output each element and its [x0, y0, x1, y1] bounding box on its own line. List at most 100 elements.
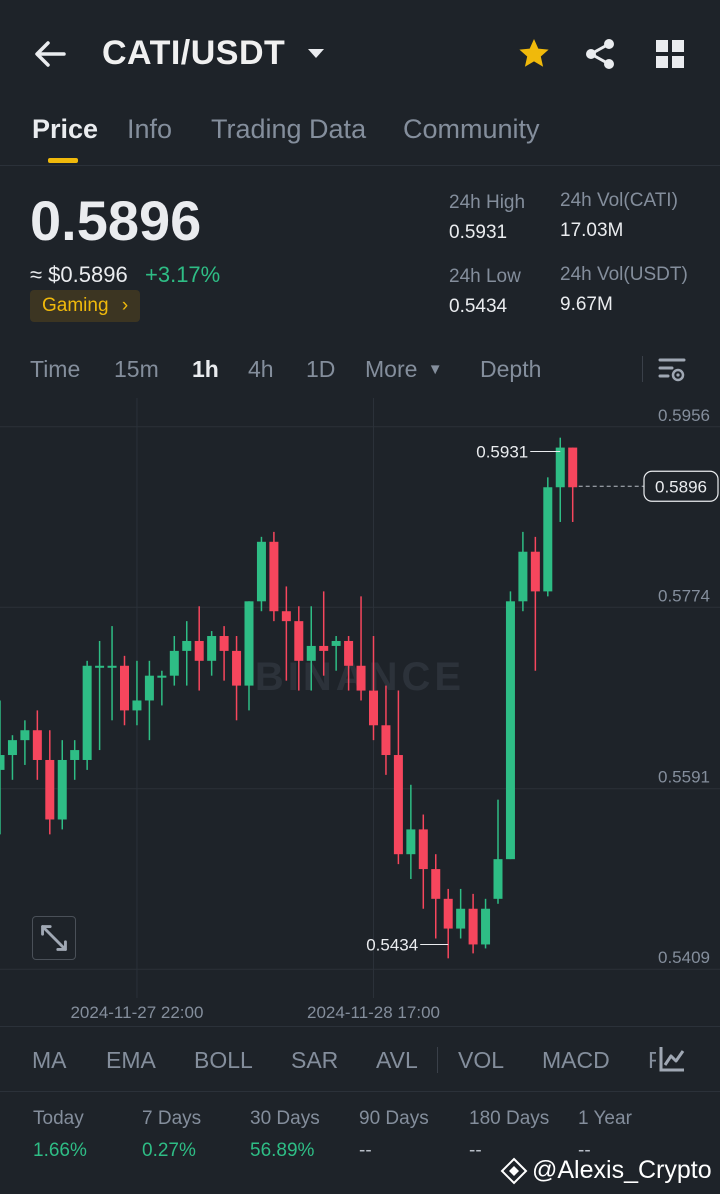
chevron-right-icon: ›	[121, 295, 129, 316]
perf-label-7d: 7 Days	[142, 1108, 202, 1129]
y-tick-label: 0.5956	[658, 406, 710, 425]
back-arrow-icon[interactable]	[28, 32, 72, 76]
perf-value-1y: --	[578, 1140, 591, 1161]
candle	[456, 908, 466, 929]
share-icon[interactable]	[582, 36, 618, 72]
tab-trading-data[interactable]: Trading Data	[211, 114, 367, 144]
grid-icon[interactable]	[652, 36, 688, 72]
category-badge[interactable]: Gaming ›	[30, 290, 141, 322]
candle	[7, 740, 17, 756]
candle	[244, 601, 254, 686]
indicator-sar[interactable]: SAR	[291, 1047, 339, 1073]
vol-quote-value: 9.67M	[560, 294, 613, 315]
last-price-tag	[643, 470, 719, 502]
candle	[120, 665, 129, 711]
top-bar: CATI/USDT	[0, 0, 720, 100]
x-tick-label: 2024-11-28 17:00	[307, 1003, 440, 1022]
candle	[194, 640, 204, 661]
interval-time[interactable]: Time	[30, 356, 81, 382]
category-label: Gaming	[42, 295, 109, 316]
candle	[269, 541, 279, 612]
y-tick-label: 0.5591	[658, 768, 710, 787]
candle	[0, 755, 5, 770]
perf-value-today: 1.66%	[33, 1140, 87, 1161]
divider	[642, 356, 643, 382]
candle	[406, 829, 416, 855]
candle	[169, 650, 179, 676]
vol-base-value: 17.03M	[560, 220, 624, 241]
y-tick-label: 0.5409	[658, 948, 710, 967]
interval-more[interactable]: More ▼	[365, 356, 443, 383]
perf-label-90d: 90 Days	[359, 1108, 429, 1129]
binance-logo-icon	[500, 1157, 528, 1185]
candle	[443, 898, 453, 929]
candle	[132, 700, 142, 711]
star-icon[interactable]	[516, 36, 552, 72]
candle	[418, 829, 428, 870]
high-marker-label: 0.5931	[476, 443, 528, 462]
candle	[232, 650, 242, 686]
divider	[437, 1047, 438, 1073]
y-tick-label: 0.5774	[658, 586, 710, 605]
candle	[207, 636, 217, 661]
candle	[157, 675, 167, 678]
candle	[70, 750, 80, 760]
interval-1h[interactable]: 1h	[192, 356, 219, 382]
pair-title[interactable]: CATI/USDT	[102, 34, 286, 72]
candle	[555, 447, 565, 488]
candle	[369, 690, 378, 726]
candle	[381, 725, 391, 756]
perf-value-180d: --	[469, 1140, 482, 1161]
interval-4h[interactable]: 4h	[248, 356, 274, 382]
expand-icon[interactable]	[32, 916, 76, 960]
perf-value-7d: 0.27%	[142, 1140, 196, 1161]
indicator-avl[interactable]: AVL	[376, 1047, 418, 1073]
x-tick-label: 2024-11-27 22:00	[70, 1003, 203, 1022]
candle	[568, 447, 578, 488]
indicator-boll[interactable]: BOLL	[194, 1047, 253, 1073]
candle	[530, 551, 540, 592]
candle	[393, 755, 403, 855]
interval-1d[interactable]: 1D	[306, 356, 336, 382]
indicator-macd[interactable]: MACD	[542, 1047, 610, 1073]
candle	[518, 551, 528, 602]
candle	[356, 665, 366, 691]
candle	[431, 869, 441, 899]
low-marker-label: 0.5434	[366, 935, 418, 954]
last-price-label: 0.5896	[655, 477, 707, 496]
indicator-ema[interactable]: EMA	[106, 1047, 156, 1073]
depth-tab[interactable]: Depth	[480, 356, 542, 382]
candle	[20, 730, 30, 741]
candle	[32, 730, 42, 760]
candle	[182, 640, 192, 651]
indicator-rsi[interactable]: R	[648, 1047, 656, 1074]
tab-info[interactable]: Info	[127, 114, 173, 144]
candle	[468, 908, 478, 945]
tab-price[interactable]: Price	[32, 114, 99, 144]
candle	[281, 611, 291, 622]
tab-community[interactable]: Community	[403, 114, 540, 144]
low-label: 24h Low	[449, 266, 521, 287]
caret-down-icon: ▼	[427, 361, 443, 378]
perf-label-180d: 180 Days	[469, 1108, 550, 1129]
perf-value-90d: --	[359, 1140, 372, 1161]
perf-label-1y: 1 Year	[578, 1108, 632, 1129]
perf-value-30d: 56.89%	[250, 1140, 315, 1161]
candle	[57, 759, 67, 820]
chart-settings-icon[interactable]	[656, 354, 688, 386]
candle	[107, 665, 117, 668]
high-value: 0.5931	[449, 222, 508, 243]
candle	[319, 645, 329, 651]
candle	[344, 640, 354, 666]
chevron-down-icon[interactable]	[306, 44, 326, 64]
candle	[256, 541, 266, 602]
candle	[82, 665, 92, 760]
interval-15m[interactable]: 15m	[114, 356, 159, 382]
indicator-settings-icon[interactable]	[656, 1043, 688, 1075]
tab-bar: Price Info Trading Data Community	[0, 100, 720, 166]
indicator-ma[interactable]: MA	[32, 1047, 67, 1073]
candle	[505, 601, 515, 860]
high-label: 24h High	[449, 192, 526, 213]
indicator-vol[interactable]: VOL	[458, 1047, 505, 1073]
